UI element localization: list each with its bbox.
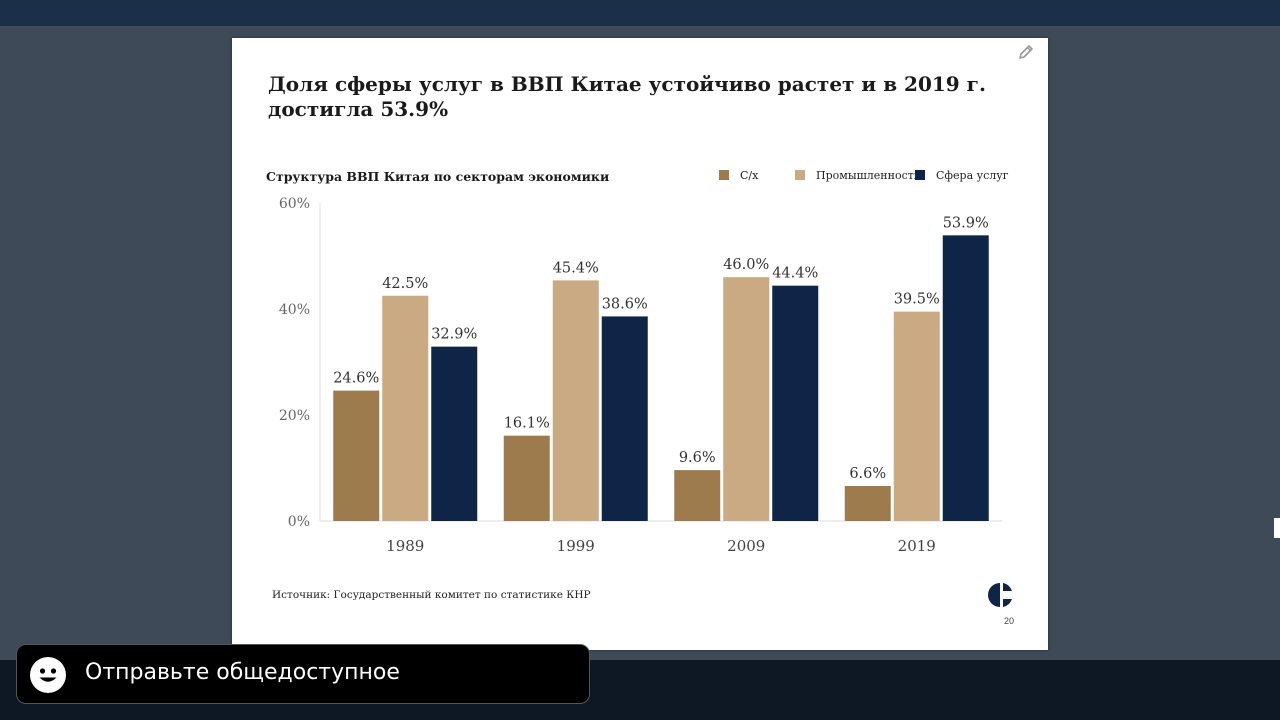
x-tick-label: 2009 [727, 537, 765, 555]
bar [674, 470, 721, 521]
page-number: 20 [1004, 616, 1015, 626]
data-label: 24.6% [333, 371, 379, 387]
pencil-icon[interactable] [1016, 42, 1036, 62]
data-label: 46.0% [723, 257, 769, 273]
legend-swatch [719, 170, 729, 180]
legend-label: С/х [740, 169, 759, 182]
y-tick-label: 20% [279, 408, 310, 424]
data-label: 9.6% [679, 450, 716, 466]
bar [723, 277, 770, 521]
data-label: 38.6% [602, 296, 648, 312]
top-bar [0, 0, 1280, 26]
bar [552, 280, 599, 521]
slide-title: Доля сферы услуг в ВВП Китае устойчиво р… [268, 72, 986, 121]
source-note: Источник: Государственный комитет по ста… [272, 589, 591, 601]
bar [382, 295, 429, 521]
presentation-slide: Доля сферы услуг в ВВП Китае устойчиво р… [232, 38, 1048, 650]
x-tick-label: 1989 [386, 537, 424, 555]
y-tick-label: 40% [279, 302, 310, 318]
bar [772, 285, 819, 521]
legend-swatch [915, 170, 925, 180]
scroll-marker [1274, 518, 1280, 538]
data-label: 42.5% [382, 276, 428, 292]
bar [431, 346, 478, 521]
chart-data-labels: 24.6% 42.5% 32.9% 16.1% 45.4% 38.6% 9.6% 46.0%4… [333, 215, 989, 482]
chart-legend: С/х Промышленность Сфера услуг [719, 169, 1009, 182]
data-label: 45.4% [553, 260, 599, 276]
caption-text: Отправьте общедоступное [85, 660, 400, 685]
bar [333, 390, 380, 521]
bar [844, 486, 891, 521]
legend-label: Сфера услуг [936, 169, 1009, 182]
chart-title: Структура ВВП Китая по секторам экономик… [266, 169, 609, 184]
chart-bars [333, 235, 989, 521]
bar [893, 311, 940, 521]
data-label: 39.5% [894, 292, 940, 308]
data-label: 32.9% [431, 327, 477, 343]
legend-swatch [795, 170, 805, 180]
smiley-icon[interactable] [29, 656, 67, 694]
data-label: 53.9% [943, 215, 989, 231]
data-label: 6.6% [849, 466, 886, 482]
bar-chart: Структура ВВП Китая по секторам экономик… [266, 169, 1009, 555]
x-tick-label: 2019 [898, 537, 936, 555]
x-tick-label: 1999 [557, 537, 595, 555]
caption-bubble[interactable]: Отправьте общедоступное [16, 644, 590, 704]
bar [503, 435, 550, 521]
y-tick-label: 60% [279, 196, 310, 212]
data-label: 44.4% [772, 266, 818, 282]
bar [601, 316, 648, 521]
bar [942, 235, 989, 521]
data-label: 16.1% [504, 416, 550, 432]
logo-c-icon [987, 582, 1013, 608]
legend-label: Промышленность [816, 169, 920, 182]
y-tick-label: 0% [288, 514, 310, 530]
